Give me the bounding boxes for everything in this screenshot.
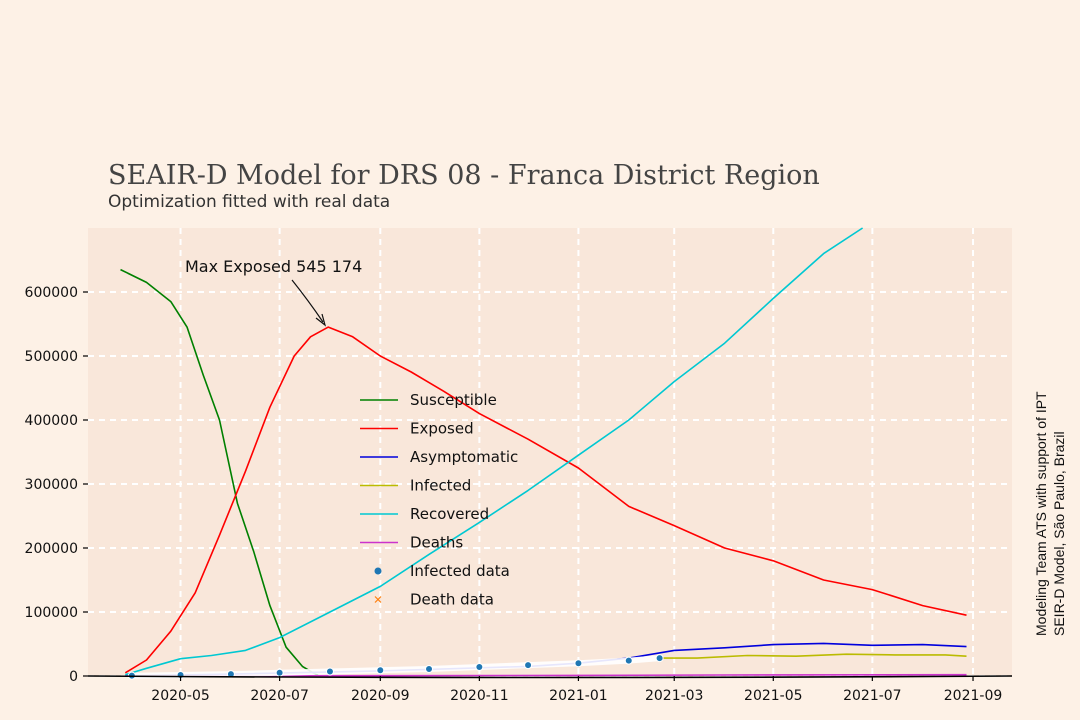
x-tick-label-4: 2021-01 [549, 688, 608, 704]
series-line-infected [659, 653, 967, 659]
grid [88, 228, 1012, 677]
data-point-infected-data-5 [376, 666, 385, 675]
legend-label-susceptible: Susceptible [410, 391, 497, 409]
x-tick-label-2: 2020-09 [351, 688, 410, 704]
y-tick-label-4: 400000 [25, 413, 78, 429]
x-tick-label-8: 2021-09 [944, 688, 1003, 704]
series-line-susceptible [120, 268, 320, 677]
annotation-label: Max Exposed 545 174 [185, 257, 362, 276]
y-tick-label-2: 200000 [25, 541, 78, 557]
data-point-infected-data-4 [325, 667, 334, 676]
y-tick-label-5: 500000 [25, 349, 78, 365]
data-point-infected-data-8 [524, 661, 533, 670]
max-exposed-annotation: Max Exposed 545 174 [185, 257, 362, 327]
annotation-arrow [291, 279, 324, 323]
legend-label-infected-data: Infected data [410, 562, 510, 580]
legend-label-asymptomatic: Asymptomatic [410, 448, 518, 466]
chart-subtitle: Optimization fitted with real data [108, 192, 390, 212]
x-tick-label-6: 2021-05 [744, 688, 803, 704]
legend-swatch-infected-data [374, 567, 382, 575]
series-halo-infected-data [128, 655, 663, 679]
series-line-exposed [124, 326, 967, 674]
credit-block: Modeling Team ATS with support of IPT SE… [1033, 391, 1067, 636]
series-layer [120, 227, 967, 680]
data-point-infected-data-7 [475, 663, 484, 672]
data-point-infected-data-3 [275, 668, 284, 677]
y-tick-label-1: 100000 [25, 605, 78, 621]
y-tick-label-3: 300000 [25, 477, 78, 493]
data-point-infected-data-10 [624, 656, 633, 665]
y-tick-label-6: 600000 [25, 285, 78, 301]
credit-line-1: Modeling Team ATS with support of IPT [1033, 391, 1049, 636]
legend-label-recovered: Recovered [410, 505, 489, 523]
annotation-arrowhead [315, 313, 327, 327]
legend-label-infected: Infected [410, 477, 471, 495]
series-line-deaths [125, 673, 967, 677]
x-tick-label-1: 2020-07 [250, 688, 309, 704]
x-tick-label-7: 2021-07 [843, 688, 902, 704]
legend-label-deaths: Deaths [410, 534, 463, 552]
legend-swatch-death-data [374, 596, 382, 603]
credit-line-2: SEIR-D Model, São Paulo, Brazil [1051, 431, 1067, 636]
ticks: 2020-05 2020-07 2020-09 2020-11 2021-01 2021-… [25, 285, 1003, 704]
chart-title: SEAIR-D Model for DRS 08 - Franca Distri… [108, 160, 820, 191]
data-point-infected-data-11 [655, 654, 664, 663]
legend-label-exposed: Exposed [410, 420, 474, 438]
x-tick-label-0: 2020-05 [151, 688, 210, 704]
data-point-infected-data-9 [574, 659, 583, 668]
legend: Susceptible Exposed Asymptomatic Infected Re… [360, 391, 518, 609]
data-point-infected-data-6 [425, 664, 434, 673]
y-tick-label-0: 0 [69, 669, 78, 685]
x-tick-label-3: 2020-11 [450, 688, 509, 704]
x-axis-line [87, 675, 1013, 679]
x-tick-label-5: 2021-03 [645, 688, 704, 704]
axes [87, 675, 1013, 679]
series-line-recovered [125, 227, 864, 676]
legend-label-death-data: Death data [410, 591, 494, 609]
